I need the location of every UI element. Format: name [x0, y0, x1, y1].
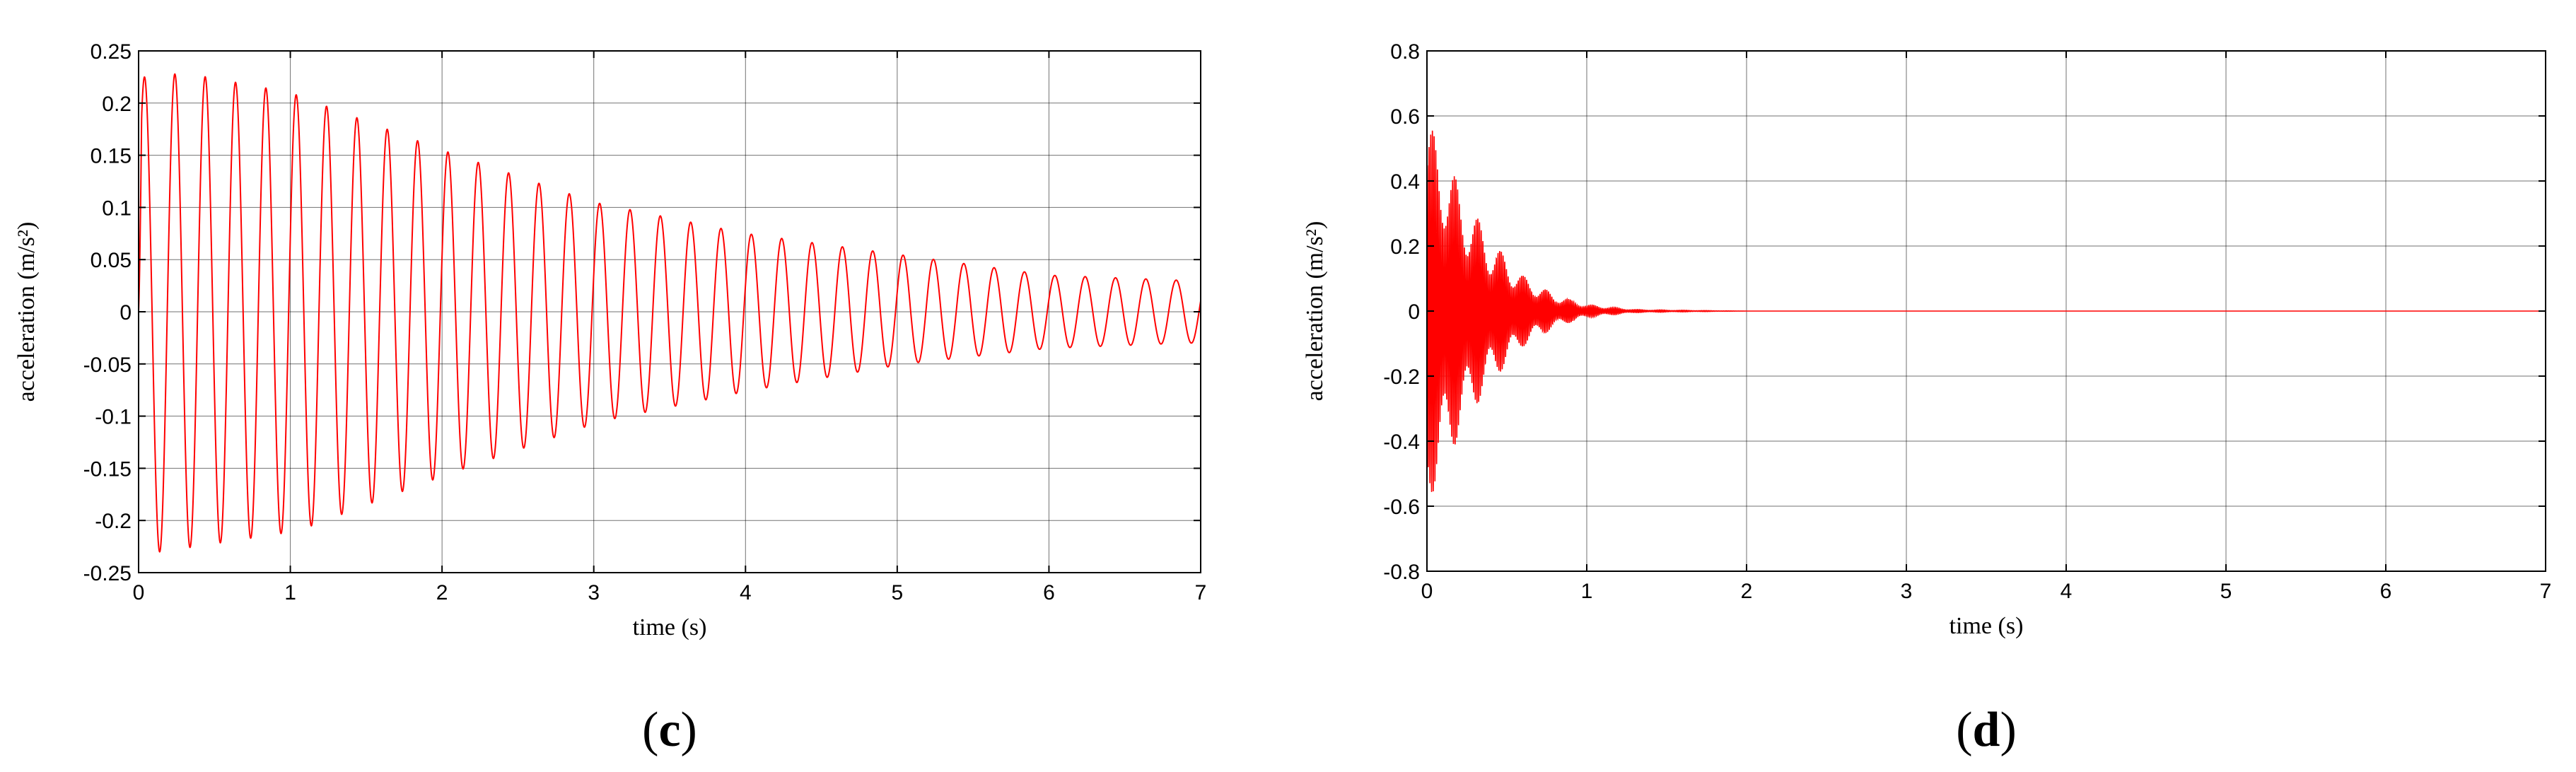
signal-line [138, 73, 1201, 553]
y-tick-label: 0.6 [1390, 105, 1420, 129]
y-tick-label: 0.25 [91, 40, 132, 64]
x-tick-label: 7 [2540, 580, 2552, 603]
y-tick-label: -0.2 [1383, 365, 1420, 389]
y-tick-label: -0.8 [1383, 561, 1420, 584]
x-tick-label: 2 [436, 581, 448, 604]
y-tick-label: -0.25 [83, 562, 132, 585]
y-axis-label: acceleration (m/s²) [1302, 221, 1328, 402]
x-tick-label: 6 [1043, 581, 1055, 604]
y-tick-label: 0.2 [102, 93, 132, 116]
y-tick-label: -0.4 [1383, 431, 1420, 454]
x-tick-label: 3 [1901, 580, 1913, 603]
y-tick-label: 0 [1408, 300, 1420, 324]
y-tick-label: -0.05 [83, 353, 132, 377]
x-tick-label: 0 [1421, 580, 1433, 603]
x-axis-label: time (s) [1950, 613, 2024, 639]
x-tick-label: 5 [892, 581, 904, 604]
y-axis-label: acceleration (m/s²) [13, 222, 40, 402]
x-tick-label: 4 [740, 581, 752, 604]
x-tick-label: 1 [1581, 580, 1593, 603]
y-tick-label: 0 [120, 301, 132, 324]
y-tick-label: 0.4 [1390, 170, 1420, 194]
panel-label: (d) [1956, 703, 2017, 757]
chart-c: 0 1 2 3 4 5 6 7 -0.25 -0.2 -0.15 -0.1 -0.05 0 0.05 0.1 0… [13, 40, 1206, 757]
x-tick-label: 6 [2380, 580, 2392, 603]
x-tick-label: 2 [1741, 580, 1753, 603]
y-tick-label: -0.1 [95, 406, 132, 429]
x-tick-label: 0 [133, 581, 145, 604]
y-tick-label: 0.15 [91, 145, 132, 168]
x-tick-label: 7 [1195, 581, 1207, 604]
chart-d: 0 1 2 3 4 5 6 7 -0.8 -0.6 -0.4 -0.2 0 0.2 0.4 0.6 0.8 tim… [1302, 40, 2551, 757]
signal-line [1426, 130, 2546, 492]
y-tick-label: 0.8 [1390, 40, 1420, 64]
x-tick-label: 3 [588, 581, 600, 604]
y-tick-label: -0.6 [1383, 496, 1420, 519]
y-tick-label: -0.15 [83, 457, 132, 481]
x-tick-label: 1 [284, 581, 296, 604]
y-tick-label: 0.2 [1390, 235, 1420, 259]
x-tick-label: 4 [2061, 580, 2073, 603]
x-tick-label: 5 [2220, 580, 2232, 603]
y-tick-label: 0.1 [102, 197, 132, 220]
y-tick-label: 0.05 [91, 249, 132, 272]
x-axis-label: time (s) [633, 614, 707, 641]
panel-label: (c) [642, 703, 697, 757]
y-tick-label: -0.2 [95, 510, 132, 533]
